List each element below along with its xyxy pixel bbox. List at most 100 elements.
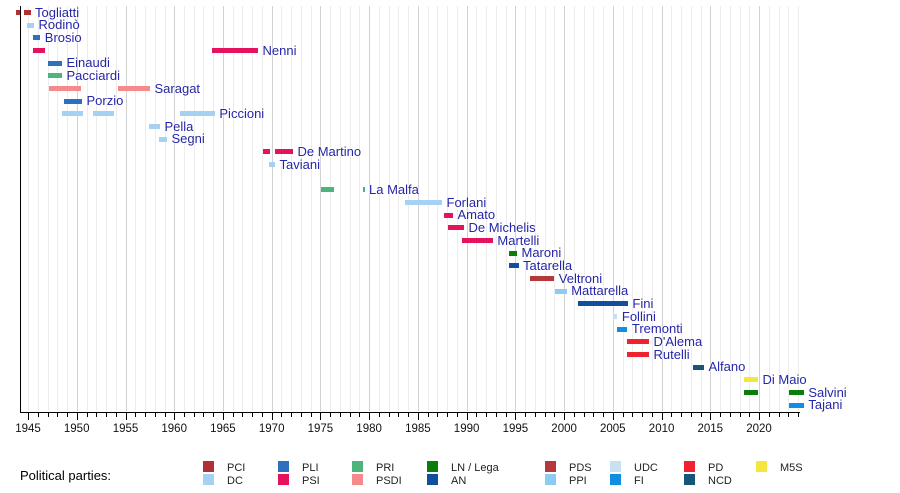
x-axis-tick <box>339 413 341 417</box>
term-bar <box>62 111 83 117</box>
x-axis-tick <box>57 413 59 417</box>
x-axis-tick <box>700 413 702 417</box>
x-axis-tick <box>271 413 273 420</box>
x-axis-tick <box>174 413 176 420</box>
person-label: Porzio <box>86 93 124 109</box>
x-axis-tick <box>544 413 546 417</box>
person-label: Piccioni <box>219 105 265 121</box>
person-label: Follini <box>621 308 656 324</box>
gridline <box>349 6 351 411</box>
gridline <box>359 6 361 411</box>
gridline <box>505 6 507 411</box>
x-axis-tick <box>184 413 185 417</box>
term-bar <box>509 250 517 256</box>
gridline <box>495 6 497 411</box>
gridline <box>96 6 98 411</box>
x-axis-line <box>19 412 800 414</box>
gridline <box>573 6 575 411</box>
person-label: Togliatti <box>35 4 80 20</box>
gridline <box>28 6 29 411</box>
person-label: Maroni <box>521 245 562 261</box>
person-label: Tatarella <box>523 257 573 273</box>
term-bar <box>692 364 704 370</box>
person-label: Nenni <box>262 42 297 58</box>
x-axis-tick <box>145 413 146 417</box>
gridline <box>778 6 780 411</box>
gridline <box>193 6 195 411</box>
x-axis-tick <box>593 413 595 417</box>
gridline <box>681 6 682 411</box>
term-bar <box>743 390 758 396</box>
term-bar <box>149 124 160 129</box>
person-label: La Malfa <box>369 181 419 197</box>
x-axis-tick <box>759 413 760 420</box>
gridline <box>768 6 770 411</box>
term-bar <box>612 314 618 320</box>
term-bar <box>48 60 62 66</box>
x-axis-tick <box>603 413 605 417</box>
term-bar <box>159 136 167 142</box>
x-axis-tick <box>466 413 468 420</box>
x-axis-tick <box>612 413 614 420</box>
person-label: Fini <box>632 295 654 311</box>
x-axis-tick <box>515 413 517 420</box>
term-bar <box>577 301 628 307</box>
x-axis-tick <box>310 413 312 417</box>
x-axis-tick <box>213 413 215 417</box>
gridline <box>222 6 224 411</box>
x-axis-year-label: 1980 <box>356 423 382 435</box>
gridline <box>67 6 68 411</box>
term-bar <box>448 225 464 231</box>
gridline <box>486 6 488 411</box>
gridline <box>710 6 712 411</box>
x-axis-year-label: 2005 <box>600 423 626 435</box>
gridline <box>320 6 322 411</box>
x-axis-tick <box>437 413 439 417</box>
person-label: Di Maio <box>762 371 807 387</box>
x-axis-tick <box>76 413 78 420</box>
gridline <box>544 6 546 411</box>
x-axis-tick <box>349 413 351 417</box>
gridline <box>154 6 156 411</box>
x-axis-tick <box>106 413 107 417</box>
legend-party-label: PPI <box>569 474 587 487</box>
term-bar <box>212 48 258 53</box>
term-bar <box>263 149 270 155</box>
gridline <box>583 6 585 411</box>
x-axis-tick <box>28 413 29 420</box>
gridline <box>759 6 760 411</box>
gridline <box>603 6 605 411</box>
person-label: Forlani <box>446 194 487 210</box>
gridline <box>261 6 263 411</box>
gridline <box>427 6 429 411</box>
x-axis-tick <box>96 413 98 417</box>
x-axis-tick <box>681 413 682 417</box>
term-bar <box>48 73 62 79</box>
legend-swatch <box>545 461 556 472</box>
x-axis-tick <box>242 413 244 417</box>
gridline <box>456 6 458 411</box>
x-axis-tick <box>261 413 263 417</box>
x-axis-tick <box>125 413 127 420</box>
term-bar <box>118 86 151 91</box>
x-axis-tick <box>564 413 566 420</box>
gridline <box>388 6 390 411</box>
gridline <box>378 6 380 411</box>
term-bar <box>64 98 82 104</box>
x-axis-tick <box>427 413 429 417</box>
gridline <box>330 6 332 411</box>
x-axis-tick <box>729 413 731 417</box>
legend-party-label: NCD <box>708 474 732 487</box>
legend-swatch <box>278 474 289 485</box>
y-axis-line <box>19 6 21 412</box>
x-axis-tick <box>417 413 419 420</box>
x-axis-tick <box>710 413 712 420</box>
term-bar <box>27 22 34 28</box>
legend-title: Political parties: <box>20 468 112 483</box>
gridline <box>271 6 273 411</box>
gridline <box>213 6 215 411</box>
x-axis-year-label: 1950 <box>63 423 90 435</box>
term-bar <box>93 111 114 117</box>
term-bar <box>554 288 567 294</box>
